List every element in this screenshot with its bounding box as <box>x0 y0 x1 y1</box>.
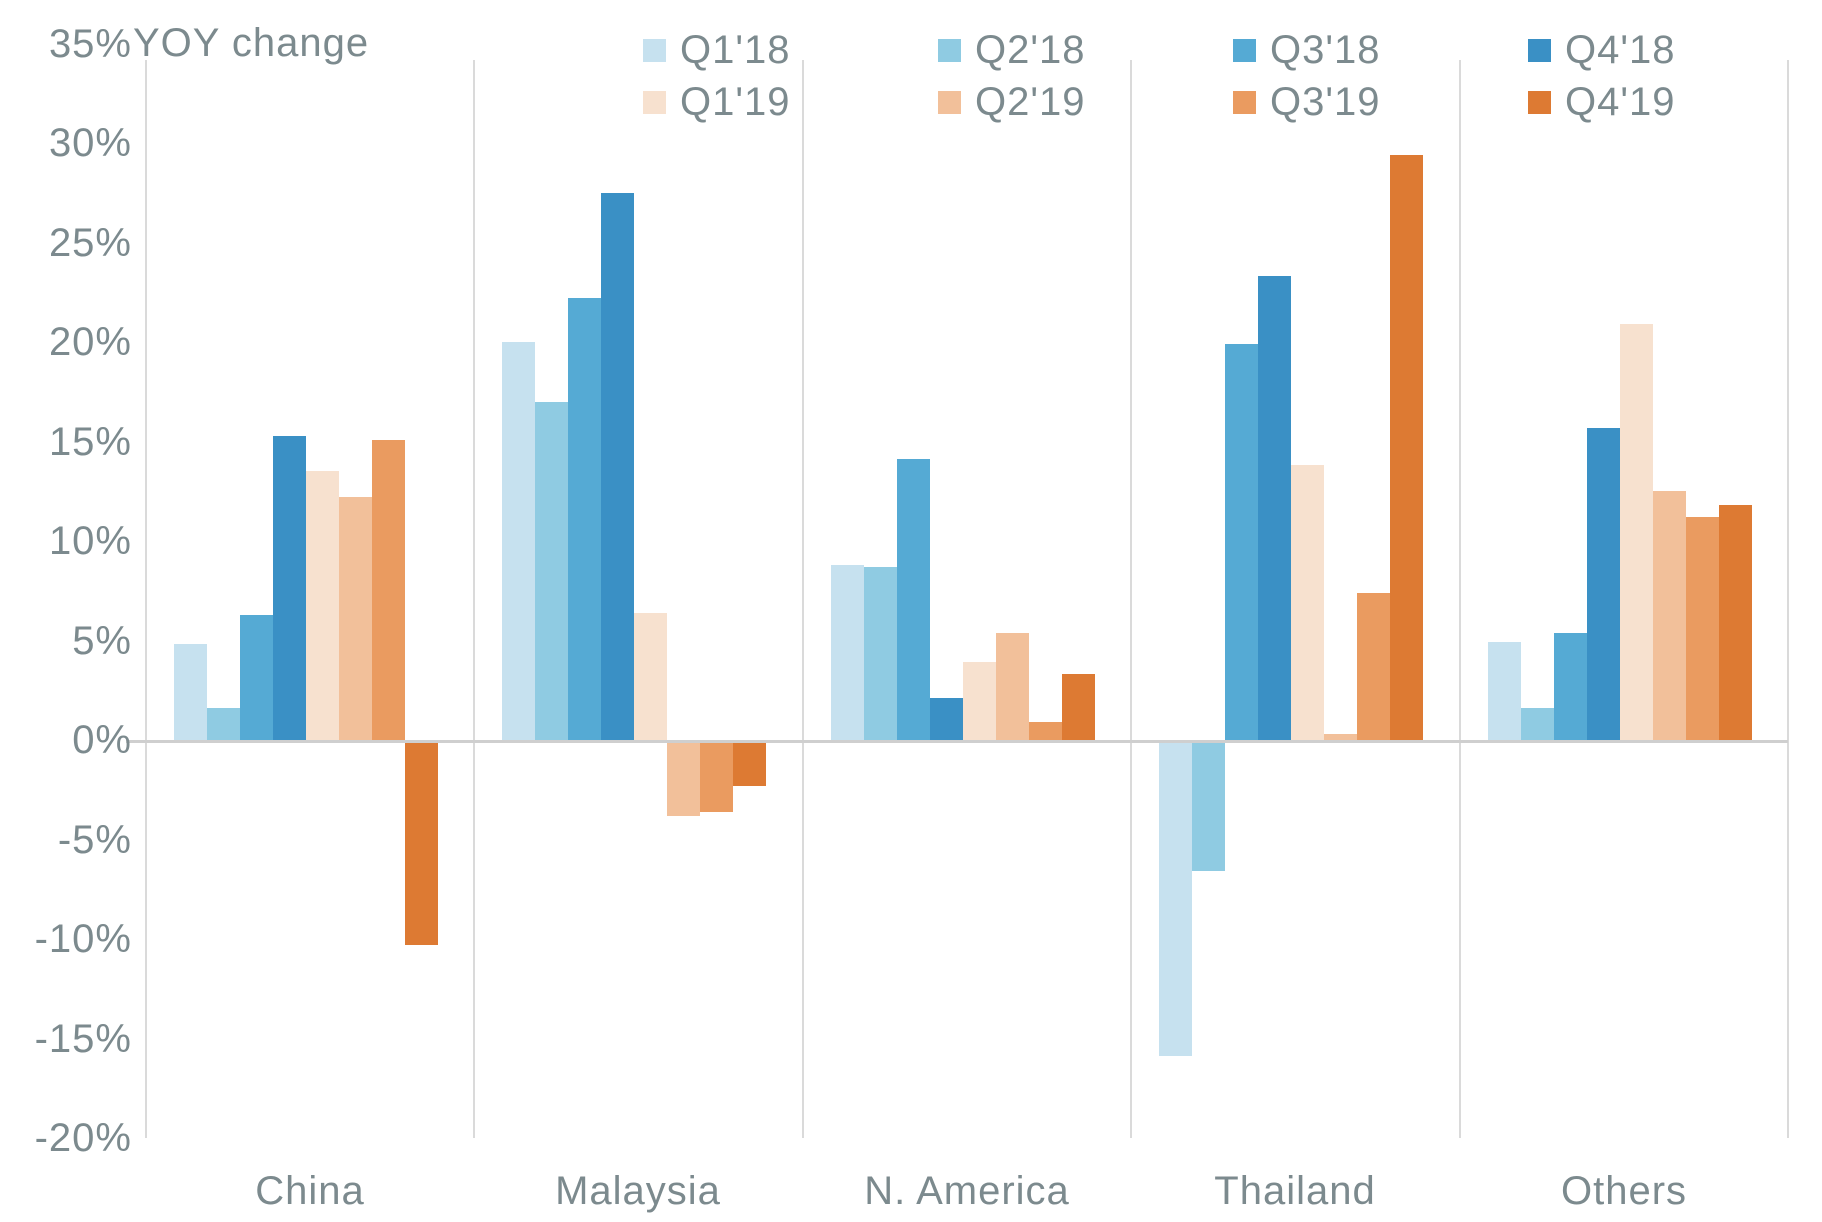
bar-Q419-Others <box>1719 505 1752 740</box>
bar-Q318-Thailand <box>1225 344 1258 740</box>
bar-Q219-Malaysia <box>667 740 700 816</box>
y-axis-tick-label: -10% <box>34 917 132 961</box>
bar-Q318-Others <box>1554 633 1587 740</box>
bar-Q119-China <box>306 471 339 740</box>
bar-Q319-Thailand <box>1357 593 1390 740</box>
bar-Q118-Thailand <box>1159 740 1192 1056</box>
legend-swatch-icon <box>643 90 666 114</box>
bar-Q418-Others <box>1587 428 1620 740</box>
legend-label: Q3'19 <box>1270 79 1381 124</box>
legend-label: Q1'18 <box>680 27 791 72</box>
chart-title: YOY change <box>133 21 370 65</box>
legend-label: Q4'18 <box>1565 27 1676 72</box>
bar-Q118-Malaysia <box>502 342 535 740</box>
x-axis-label-malaysia: Malaysia <box>555 1169 721 1213</box>
bar-Q219-China <box>339 497 372 740</box>
bar-Q218-Others <box>1521 708 1554 740</box>
bar-Q219-NAmerica <box>996 633 1029 740</box>
legend-swatch-icon <box>643 38 666 62</box>
bar-Q118-Others <box>1488 642 1521 740</box>
legend-label: Q1'19 <box>680 79 791 124</box>
legend-swatch-icon <box>1528 38 1551 62</box>
legend-label: Q3'18 <box>1270 27 1381 72</box>
legend-item-Q118: Q1'18 <box>643 28 791 72</box>
legend-swatch-icon <box>1233 38 1256 62</box>
zero-baseline <box>126 740 1788 743</box>
legend-item-Q418: Q4'18 <box>1528 28 1676 72</box>
bar-Q119-NAmerica <box>963 662 996 740</box>
bar-Q419-Thailand <box>1390 155 1423 740</box>
y-axis-tick-label: 15% <box>48 420 132 464</box>
bar-Q319-China <box>372 440 405 740</box>
bar-Q319-Malaysia <box>700 740 733 812</box>
legend-label: Q2'18 <box>975 27 1086 72</box>
group-separator-line <box>473 60 475 1138</box>
y-axis-tick-label: 25% <box>48 221 132 265</box>
y-axis-tick-label: 10% <box>48 519 132 563</box>
legend-swatch-icon <box>1528 90 1551 114</box>
bar-Q218-Thailand <box>1192 740 1225 871</box>
legend-swatch-icon <box>1233 90 1256 114</box>
bar-Q219-Others <box>1653 491 1686 740</box>
legend-item-Q119: Q1'19 <box>643 80 791 124</box>
bar-Q318-NAmerica <box>897 459 930 740</box>
legend-swatch-icon <box>938 90 961 114</box>
legend-item-Q219: Q2'19 <box>938 80 1086 124</box>
y-axis-tick-label: 35% <box>48 22 132 66</box>
bar-Q218-China <box>207 708 240 740</box>
bar-Q319-Others <box>1686 517 1719 740</box>
legend-item-Q318: Q3'18 <box>1233 28 1381 72</box>
legend-item-Q218: Q2'18 <box>938 28 1086 72</box>
y-axis-tick-label: 20% <box>48 320 132 364</box>
bar-Q318-China <box>240 615 273 740</box>
bar-Q118-China <box>174 644 207 740</box>
bar-Q418-Thailand <box>1258 276 1291 740</box>
bar-Q418-Malaysia <box>601 193 634 740</box>
bar-Q119-Thailand <box>1291 465 1324 740</box>
group-separator-line <box>802 60 804 1138</box>
y-axis-tick-label: 0% <box>72 718 132 762</box>
bar-Q119-Malaysia <box>634 613 667 740</box>
bar-Q418-China <box>273 436 306 740</box>
x-axis-label-thailand: Thailand <box>1214 1169 1376 1213</box>
group-separator-line <box>1459 60 1461 1138</box>
x-axis-label-china: China <box>255 1169 365 1213</box>
x-axis-label-others: Others <box>1560 1169 1688 1213</box>
bar-Q219-Thailand <box>1324 734 1357 740</box>
bar-Q418-NAmerica <box>930 698 963 740</box>
bar-Q419-China <box>405 740 438 945</box>
group-separator-line <box>1130 60 1132 1138</box>
legend-item-Q319: Q3'19 <box>1233 80 1381 124</box>
y-axis-tick-label: -5% <box>57 818 132 862</box>
x-axis-label-namerica: N. America <box>864 1169 1070 1213</box>
bar-Q118-NAmerica <box>831 565 864 740</box>
y-axis-tick-label: -15% <box>34 1017 132 1061</box>
legend-label: Q2'19 <box>975 79 1086 124</box>
y-axis-line <box>145 60 147 1138</box>
bar-Q419-Malaysia <box>733 740 766 786</box>
y-axis-tick-label: -20% <box>34 1116 132 1160</box>
bar-Q218-NAmerica <box>864 567 897 740</box>
bar-Q119-Others <box>1620 324 1653 740</box>
bar-Q218-Malaysia <box>535 402 568 740</box>
legend-item-Q419: Q4'19 <box>1528 80 1676 124</box>
bar-Q419-NAmerica <box>1062 674 1095 740</box>
group-separator-line <box>1787 60 1789 1138</box>
y-axis-tick-label: 30% <box>48 121 132 165</box>
y-axis-tick-label: 5% <box>72 619 132 663</box>
bar-Q318-Malaysia <box>568 298 601 740</box>
bar-Q319-NAmerica <box>1029 722 1062 740</box>
legend-label: Q4'19 <box>1565 79 1676 124</box>
legend-swatch-icon <box>938 38 961 62</box>
